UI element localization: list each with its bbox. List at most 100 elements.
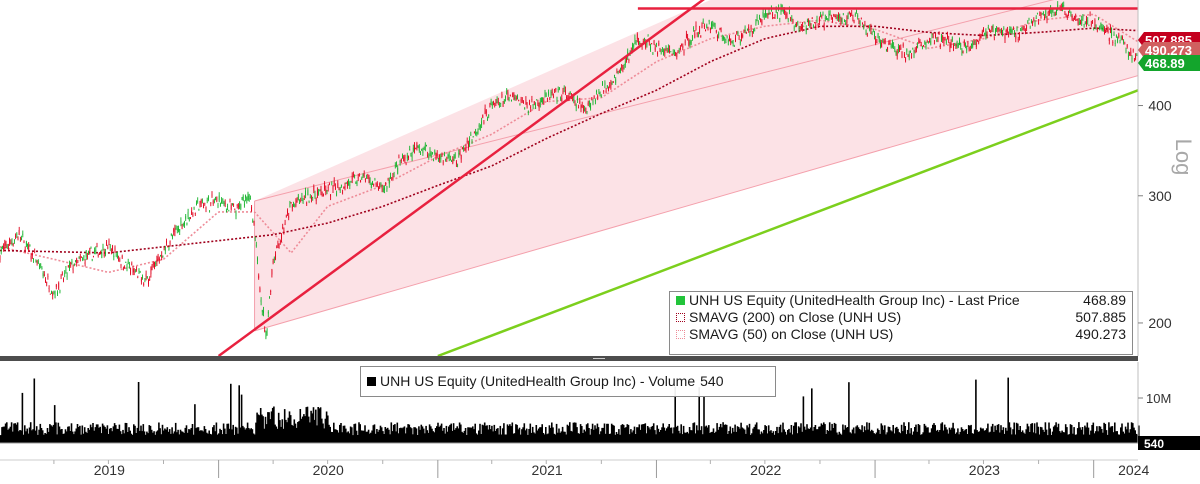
candle-body: [1106, 28, 1107, 30]
candle-body: [633, 45, 634, 47]
candle-body: [699, 30, 700, 33]
candle-body: [98, 255, 99, 256]
candle-body: [80, 256, 81, 259]
candle-body: [624, 65, 625, 66]
candle-body: [597, 96, 598, 97]
candle-body: [67, 276, 68, 278]
candle-body: [298, 195, 299, 199]
candle-body: [730, 39, 731, 43]
candle-body: [285, 224, 286, 225]
candle-body: [401, 160, 402, 161]
candle-body: [1127, 45, 1128, 47]
candle-body: [353, 174, 354, 175]
candle-body: [882, 42, 883, 43]
candle-body: [797, 22, 798, 23]
candle-body: [74, 264, 75, 265]
candle-body: [996, 28, 997, 29]
candle-body: [939, 34, 940, 35]
year-tick-label: 2023: [969, 462, 1000, 478]
candle-body: [387, 187, 388, 190]
candle-body: [806, 29, 807, 32]
candle-body: [814, 23, 815, 24]
candle-body: [378, 188, 379, 190]
candle-body: [629, 60, 630, 61]
candle-body: [984, 33, 985, 35]
candle-body: [914, 54, 915, 57]
candle-body: [748, 27, 749, 30]
candle-body: [20, 241, 21, 242]
legend-label-sma50: SMAVG (50) on Close (UNH US): [689, 326, 1063, 343]
candle-body: [854, 21, 855, 24]
candle-body: [625, 61, 626, 65]
candle-body: [1037, 14, 1038, 15]
candle-body: [705, 30, 706, 31]
price-legend: UNH US Equity (UnitedHealth Group Inc) -…: [669, 291, 1133, 355]
candle-body: [136, 269, 137, 270]
candle-body: [346, 183, 347, 184]
candle-body: [10, 243, 11, 244]
candle-body: [712, 24, 713, 26]
candle-body: [658, 43, 659, 45]
candle-body: [997, 28, 998, 29]
candle-body: [1075, 17, 1076, 18]
candle-body: [536, 100, 537, 101]
candle-body: [231, 205, 232, 210]
candle-body: [746, 32, 747, 33]
candle-body: [335, 187, 336, 189]
candle-body: [1081, 19, 1082, 24]
candle-body: [100, 253, 101, 254]
candle-body: [933, 34, 934, 35]
candle-body: [118, 259, 119, 260]
candle-body: [747, 29, 748, 30]
candle-body: [1044, 17, 1045, 19]
year-tick-label: 2022: [750, 462, 781, 478]
candle-body: [153, 263, 154, 264]
candle-body: [915, 51, 916, 52]
legend-row-sma200: SMAVG (200) on Close (UNH US) 507.885: [670, 309, 1132, 326]
candle-body: [329, 184, 330, 185]
candle-body: [769, 12, 770, 14]
candle-body: [267, 331, 268, 333]
candle-body: [357, 181, 358, 184]
candle-body: [1068, 11, 1069, 13]
candle-body: [56, 285, 57, 287]
candle-body: [1074, 19, 1075, 20]
candle-body: [950, 44, 951, 48]
candle-body: [412, 156, 413, 158]
candle-body: [202, 200, 203, 201]
candle-body: [938, 37, 939, 38]
candle-body: [419, 146, 420, 151]
candle-body: [832, 17, 833, 19]
candle-body: [1008, 34, 1009, 35]
candle-body: [300, 200, 301, 201]
candle-body: [373, 184, 374, 185]
candle-body: [952, 37, 953, 41]
candle-body: [696, 25, 697, 27]
candle-body: [669, 49, 670, 53]
candle-body: [228, 211, 229, 212]
candle-body: [702, 25, 703, 29]
candle-body: [198, 210, 199, 211]
candle-body: [1056, 10, 1057, 13]
candle-body: [587, 112, 588, 113]
candle-body: [178, 228, 179, 230]
candle-body: [948, 40, 949, 41]
candle-body: [800, 26, 801, 29]
candle-body: [555, 88, 556, 90]
candle-body: [176, 229, 177, 230]
candle-body: [99, 252, 100, 254]
candle-body: [31, 256, 32, 259]
candle-body: [874, 32, 875, 36]
candle-body: [319, 189, 320, 190]
candle-body: [128, 261, 129, 263]
candle-body: [443, 163, 444, 164]
candle-body: [853, 18, 854, 19]
candle-body: [88, 251, 89, 254]
candle-body: [389, 180, 390, 184]
candle-body: [801, 27, 802, 30]
candle-body: [894, 49, 895, 50]
candle-body: [534, 101, 535, 104]
price-tick-label: 300: [1148, 188, 1172, 204]
candle-body: [125, 262, 126, 263]
